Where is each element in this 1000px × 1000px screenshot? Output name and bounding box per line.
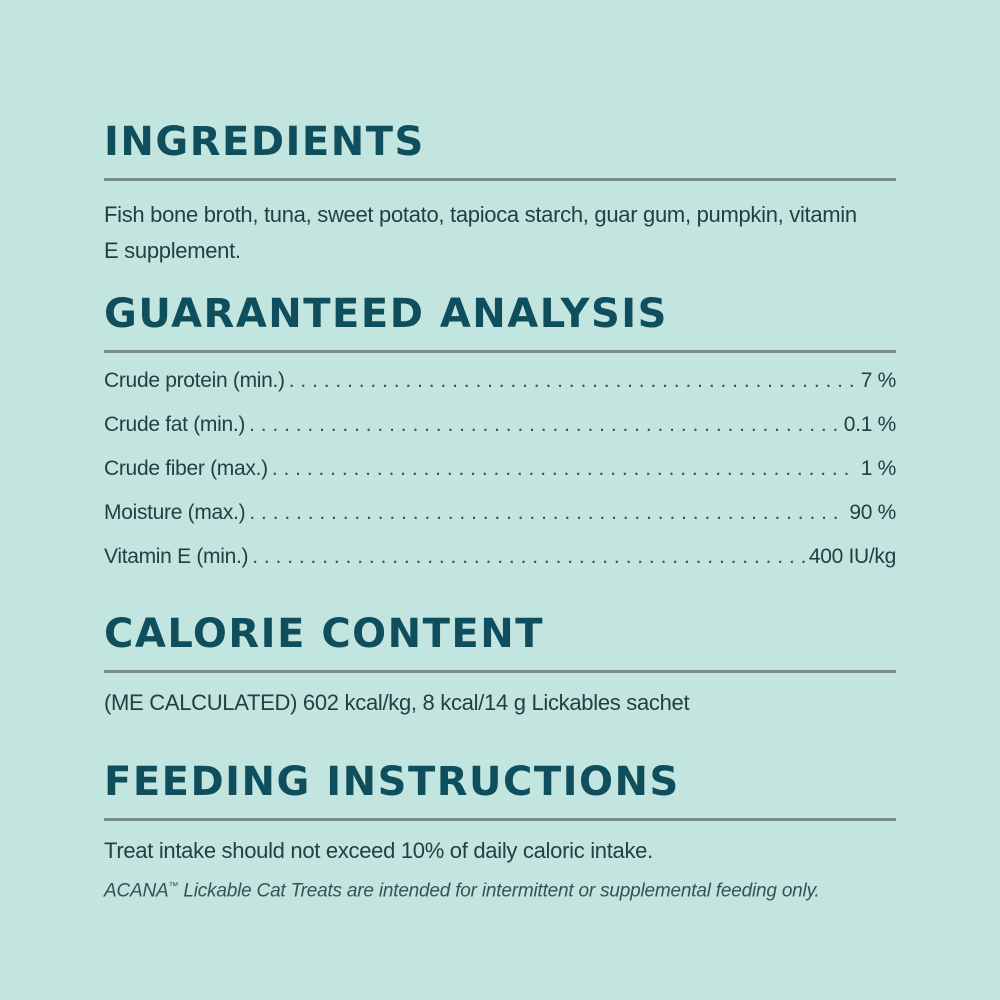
analysis-row-label: Moisture (max.): [104, 501, 246, 524]
analysis-row-crude-fiber: Crude fiber (max.) 1 %: [104, 447, 896, 491]
trademark-symbol: ™: [168, 881, 179, 892]
leader-dots: [249, 491, 845, 535]
analysis-row-value: 0.1 %: [843, 413, 897, 436]
leader-dots: [249, 403, 840, 447]
ingredients-section: INGREDIENTS Fish bone broth, tuna, sweet…: [104, 120, 896, 269]
analysis-row-moisture: Moisture (max.) 90 %: [104, 491, 896, 535]
feeding-instructions-heading: FEEDING INSTRUCTIONS: [104, 759, 680, 805]
guaranteed-analysis-section: GUARANTEED ANALYSIS Crude protein (min.)…: [104, 292, 896, 579]
feeding-instructions-section: FEEDING INSTRUCTIONS Treat intake should…: [104, 760, 896, 905]
calorie-content-section: CALORIE CONTENT (ME CALCULATED) 602 kcal…: [104, 612, 896, 721]
guaranteed-analysis-heading: GUARANTEED ANALYSIS: [104, 291, 668, 337]
analysis-row-value: 7 %: [860, 369, 897, 392]
analysis-row-value: 90 %: [849, 501, 896, 524]
ingredients-text: Fish bone broth, tuna, sweet potato, tap…: [104, 202, 857, 263]
feeding-disclaimer: ACANA™ Lickable Cat Treats are intended …: [104, 873, 896, 905]
leader-dots: [289, 359, 857, 403]
analysis-row-label: Crude fiber (max.): [104, 457, 268, 480]
leader-dots: [272, 447, 857, 491]
ingredients-divider: [104, 178, 896, 181]
ingredients-heading: INGREDIENTS: [104, 119, 425, 165]
calorie-content-heading: CALORIE CONTENT: [104, 611, 545, 657]
feeding-instructions-text: Treat intake should not exceed 10% of da…: [104, 838, 653, 863]
guaranteed-analysis-divider: [104, 350, 896, 353]
analysis-row-crude-fat: Crude fat (min.) 0.1 %: [104, 403, 896, 447]
brand-name: ACANA: [104, 880, 169, 902]
calorie-content-divider: [104, 670, 896, 673]
analysis-row-label: Crude fat (min.): [104, 413, 246, 436]
analysis-row-label: Crude protein (min.): [104, 369, 285, 392]
analysis-row-value: 400 IU/kg: [808, 545, 896, 568]
feeding-instructions-divider: [104, 818, 896, 821]
analysis-row-vitamin-e: Vitamin E (min.) 400 IU/kg: [104, 535, 896, 579]
analysis-table: Crude protein (min.) 7 % Crude fat (min.…: [104, 359, 896, 579]
analysis-row-crude-protein: Crude protein (min.) 7 %: [104, 359, 896, 403]
disclaimer-text: Lickable Cat Treats are intended for int…: [178, 880, 820, 902]
analysis-row-label: Vitamin E (min.): [104, 545, 249, 568]
calorie-content-text: (ME CALCULATED) 602 kcal/kg, 8 kcal/14 g…: [104, 690, 690, 715]
analysis-row-value: 1 %: [860, 457, 897, 480]
leader-dots: [252, 535, 805, 579]
